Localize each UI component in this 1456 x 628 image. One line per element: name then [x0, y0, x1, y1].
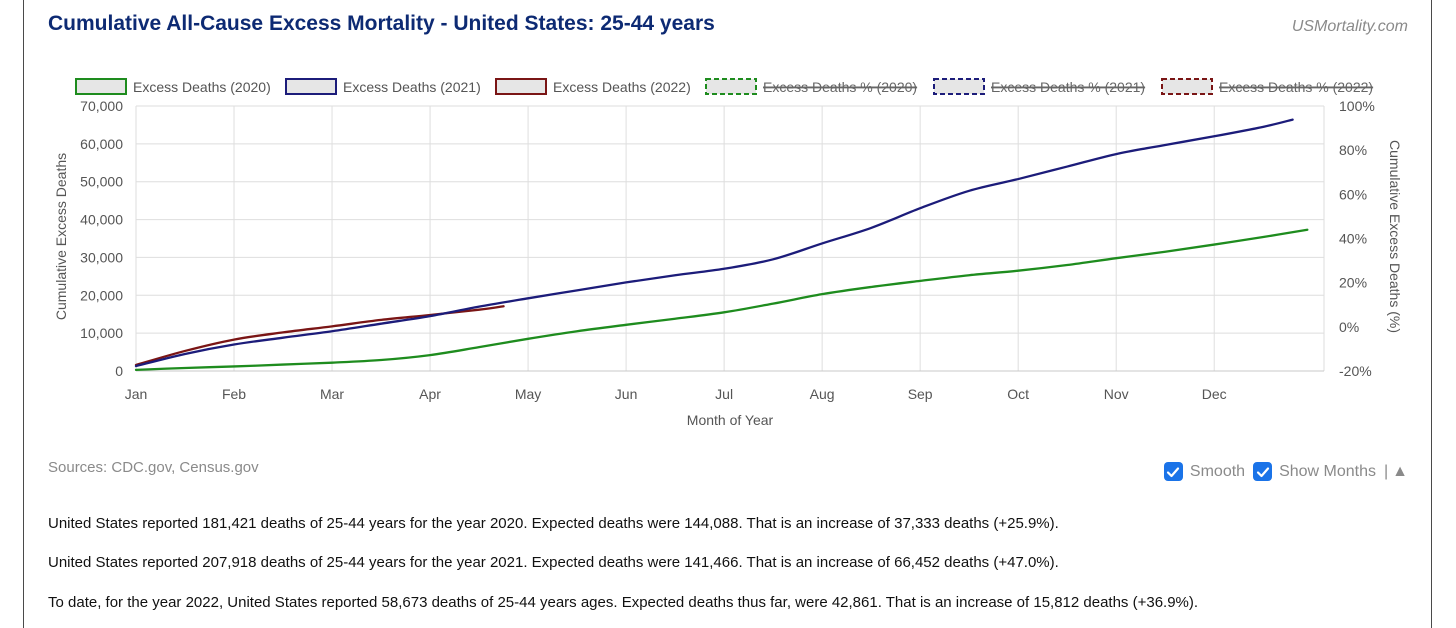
y2-tick-label: 20% — [1339, 275, 1367, 291]
show-months-label: Show Months — [1279, 462, 1376, 480]
legend-swatch[interactable] — [933, 78, 985, 95]
y2-axis-title: Cumulative Excess Deaths (%) — [1387, 140, 1403, 333]
summary-line-2020: United States reported 181,421 deaths of… — [48, 515, 1059, 532]
checkmark-icon — [1256, 466, 1269, 477]
legend-swatch[interactable] — [1161, 78, 1213, 95]
y-tick-label: 60,000 — [80, 136, 123, 152]
chart-controls: Smooth Show Months | ▲ — [1163, 462, 1408, 481]
y2-tick-label: 60% — [1339, 186, 1367, 202]
y-tick-label: 30,000 — [80, 249, 123, 265]
x-tick-label: Jan — [125, 386, 148, 402]
chart-title: Cumulative All-Cause Excess Mortality - … — [48, 12, 715, 35]
y-tick-label: 0 — [115, 363, 123, 379]
x-tick-label: Jun — [615, 386, 638, 402]
y-tick-label: 70,000 — [80, 98, 123, 114]
x-tick-label: Nov — [1104, 386, 1129, 402]
brand-link[interactable]: USMortality.com — [1291, 18, 1408, 35]
y-tick-label: 50,000 — [80, 174, 123, 190]
summary-line-2021: United States reported 207,918 deaths of… — [48, 554, 1059, 571]
x-tick-label: Mar — [320, 386, 344, 402]
y-axis-title: Cumulative Excess Deaths — [53, 153, 69, 320]
frame-right-border — [1431, 0, 1432, 628]
y2-tick-label: -20% — [1339, 363, 1372, 379]
legend-swatch[interactable] — [75, 78, 127, 95]
x-axis-title: Month of Year — [687, 412, 774, 428]
x-tick-label: Apr — [419, 386, 441, 402]
x-tick-label: Oct — [1007, 386, 1029, 402]
legend-label[interactable]: Excess Deaths (2021) — [343, 79, 481, 95]
series-line-2022 — [134, 305, 505, 367]
y-tick-label: 20,000 — [80, 287, 123, 303]
x-tick-label: Feb — [222, 386, 246, 402]
legend-swatch[interactable] — [285, 78, 337, 95]
legend-label[interactable]: Excess Deaths (2020) — [133, 79, 271, 95]
x-tick-label: Sep — [908, 386, 933, 402]
series-line-2021 — [134, 118, 1294, 368]
controls-separator: | — [1384, 462, 1389, 480]
series-line-2020 — [134, 228, 1309, 372]
chart: 0 10,000 20,000 30,000 40,000 50,000 60,000 70,… — [53, 78, 1403, 428]
frame-left-border — [23, 0, 24, 628]
y-tick-label: 10,000 — [80, 325, 123, 341]
collapse-toggle-icon[interactable]: ▲ — [1392, 462, 1408, 480]
x-tick-label: Jul — [715, 386, 733, 402]
sources-text: Sources: CDC.gov, Census.gov — [48, 459, 259, 476]
y-tick-label: 40,000 — [80, 212, 123, 228]
summary-line-2022: To date, for the year 2022, United State… — [48, 594, 1199, 611]
y2-tick-label: 0% — [1339, 319, 1359, 335]
y2-tick-label: 80% — [1339, 142, 1367, 158]
smooth-label: Smooth — [1189, 462, 1246, 480]
show-months-checkbox[interactable] — [1253, 462, 1273, 481]
y2-tick-label: 40% — [1339, 231, 1367, 247]
x-tick-label: Dec — [1202, 386, 1227, 402]
legend-label[interactable]: Excess Deaths (2022) — [553, 79, 691, 95]
x-tick-label: Aug — [810, 386, 835, 402]
checkmark-icon — [1167, 466, 1180, 477]
x-tick-label: May — [515, 386, 541, 402]
y2-tick-label: 100% — [1339, 98, 1375, 114]
smooth-checkbox[interactable] — [1163, 462, 1183, 481]
legend-swatch[interactable] — [705, 78, 757, 95]
legend-swatch[interactable] — [495, 78, 547, 95]
